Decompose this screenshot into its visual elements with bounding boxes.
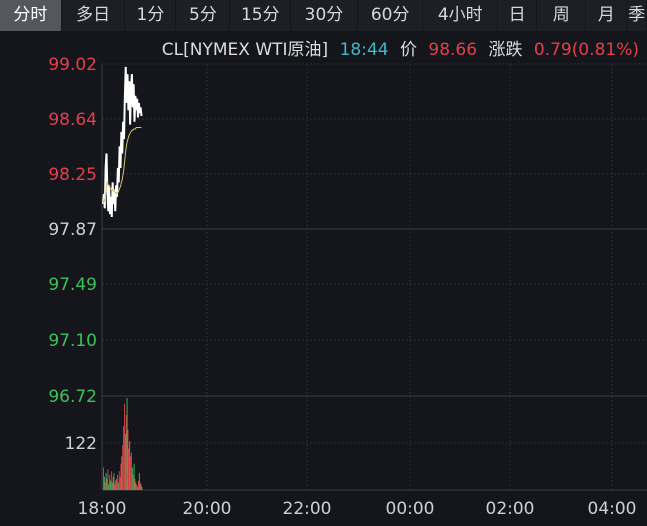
volume-bar — [117, 474, 118, 490]
volume-bar — [132, 474, 134, 490]
price-tick-label: 97.49 — [48, 275, 97, 295]
volume-bar — [104, 482, 106, 490]
average-price-line — [102, 127, 142, 205]
price-tick-label: 96.72 — [48, 387, 97, 407]
volume-bar — [103, 476, 105, 490]
tab-2[interactable]: 1分 — [125, 0, 177, 31]
volume-bar — [123, 426, 125, 490]
tab-5[interactable]: 30分 — [291, 0, 358, 31]
volume-bar — [135, 482, 137, 490]
volume-bar — [126, 398, 128, 490]
volume-bar — [138, 480, 139, 490]
volume-bar — [130, 456, 132, 490]
volume-bar — [106, 478, 108, 490]
period-tabs: 分时 多日 1分 5分 15分 30分 60分 4小时日周月季 — [0, 0, 647, 31]
volume-bar — [110, 471, 112, 490]
volume-bar — [108, 484, 110, 490]
quote-time: 18:44 — [339, 40, 389, 60]
volume-bar — [129, 441, 131, 490]
price-tick-label: 97.10 — [48, 331, 97, 351]
volume-bar — [131, 467, 133, 490]
volume-bar — [125, 414, 127, 490]
volume-bar — [124, 403, 125, 490]
price-tick-label: 97.87 — [48, 220, 97, 240]
tab-8[interactable]: 日 — [498, 0, 538, 31]
volume-bar — [110, 480, 111, 490]
volume-bar — [141, 486, 143, 490]
symbol-name: CL[NYMEX WTI原油] — [161, 40, 329, 60]
price-line — [102, 66, 143, 218]
tab-7[interactable]: 4小时 — [423, 0, 498, 31]
volume-bar — [122, 444, 124, 490]
tab-1[interactable]: 多日 — [62, 0, 126, 31]
volume-bar — [137, 486, 139, 490]
volume-bar — [115, 480, 117, 490]
volume-bar — [107, 469, 109, 490]
tab-9[interactable]: 周 — [537, 0, 587, 31]
price-tick-label: 99.02 — [48, 55, 97, 75]
volume-bar — [124, 433, 126, 490]
time-tick-label: 22:00 — [283, 499, 332, 519]
volume-bar — [119, 476, 121, 490]
price-tick-label: 98.25 — [48, 165, 97, 185]
volume-bar — [140, 484, 142, 490]
price-label: 价 — [399, 40, 417, 60]
volume-bar — [105, 473, 107, 490]
volume-bar — [116, 478, 118, 490]
time-tick-label: 18:00 — [78, 499, 127, 519]
volume-bar — [136, 484, 138, 490]
time-tick-label: 00:00 — [386, 499, 435, 519]
volume-bar — [133, 463, 135, 490]
volume-bar — [128, 448, 130, 490]
volume-bar — [127, 429, 129, 490]
volume-bar — [139, 482, 141, 490]
volume-bar — [109, 474, 111, 490]
volume-bar — [111, 482, 113, 490]
tab-0[interactable]: 分时 — [0, 0, 62, 31]
time-tick-label: 04:00 — [588, 499, 637, 519]
volume-bar — [120, 463, 122, 490]
volume-bar — [118, 471, 120, 490]
volume-tick-label: 122 — [65, 434, 97, 454]
tab-6[interactable]: 60分 — [358, 0, 424, 31]
tab-3[interactable]: 5分 — [176, 0, 231, 31]
volume-bar — [121, 456, 123, 490]
volume-bar — [114, 484, 116, 490]
volume-bar — [117, 482, 119, 490]
price-value: 98.66 — [428, 40, 478, 60]
change-label: 涨跌 — [488, 40, 523, 60]
volume-bar — [138, 473, 140, 490]
volume-bar — [134, 478, 136, 490]
volume-bar — [113, 473, 115, 490]
volume-bar — [112, 476, 114, 490]
volume-bar — [131, 452, 132, 490]
price-tick-label: 98.64 — [48, 110, 97, 130]
tab-10[interactable]: 月 — [586, 0, 628, 31]
volume-bar — [103, 467, 104, 490]
time-tick-label: 20:00 — [183, 499, 232, 519]
time-tick-label: 02:00 — [486, 499, 535, 519]
change-value: 0.79(0.81%) — [533, 40, 639, 60]
tab-4[interactable]: 15分 — [230, 0, 292, 31]
quote-header: CL[NYMEX WTI原油] 18:44 价 98.66 涨跌 0.79(0.… — [156, 35, 639, 60]
